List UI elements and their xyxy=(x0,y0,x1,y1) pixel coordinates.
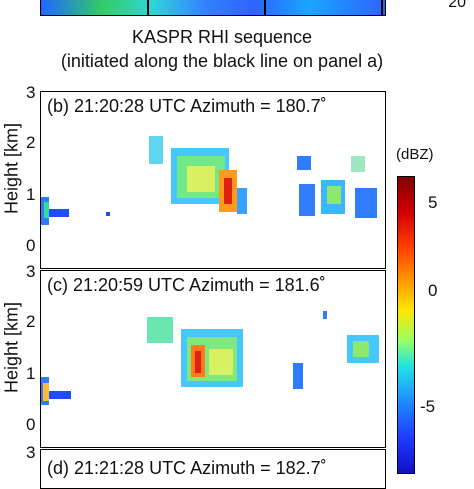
panel-c-title: (c) 21:20:59 UTC Azimuth = 181.6˚ xyxy=(47,275,326,295)
panel-d: (d) 21:21:28 UTC Azimuth = 182.7˚ xyxy=(40,449,386,489)
panel-a-divider-3 xyxy=(381,0,383,15)
panel-a-divider-2 xyxy=(264,0,266,15)
panel-b-echo-left xyxy=(41,197,110,225)
panel-c-ytick-2: 2 xyxy=(26,312,36,331)
caption-line-1: KASPR RHI sequence xyxy=(131,27,313,47)
panel-b-ylabel: Height [km] xyxy=(1,122,22,215)
colorbar-title: (dBZ) xyxy=(396,146,434,163)
caption-line-2: (initiated along the black line on panel… xyxy=(60,51,384,71)
panel-c-ytick-1: 1 xyxy=(26,364,36,383)
panel-b-ytick-2: 2 xyxy=(26,133,36,152)
panel-d-ytick-3: 3 xyxy=(26,443,36,462)
panel-c-ylabel: Height [km] xyxy=(1,301,22,394)
panel-c-ytick-0: 0 xyxy=(26,415,36,434)
panel-c-echo-left xyxy=(41,377,71,405)
panel-a-colorbar-tick: 20 xyxy=(448,0,466,11)
panel-b: (b) 21:20:28 UTC Azimuth = 180.7˚ xyxy=(40,91,386,269)
colorbar xyxy=(397,176,415,474)
panel-c-echo-right xyxy=(293,311,379,389)
colorbar-tick-minus5: -5 xyxy=(420,397,436,416)
panel-c: (c) 21:20:59 UTC Azimuth = 181.6˚ xyxy=(40,270,386,448)
panel-b-title: (b) 21:20:28 UTC Azimuth = 180.7˚ xyxy=(47,96,327,116)
colorbar-tick-5: 5 xyxy=(428,193,438,212)
panel-c-echo-main xyxy=(147,317,243,387)
panel-b-echo-main xyxy=(149,136,247,214)
panel-d-title: (d) 21:21:28 UTC Azimuth = 182.7˚ xyxy=(47,458,327,478)
panel-b-echo-right xyxy=(297,156,377,218)
panel-b-ytick-0: 0 xyxy=(26,236,36,255)
panel-c-ytick-3: 3 xyxy=(26,262,36,281)
panel-a-divider-1 xyxy=(147,0,149,15)
panel-b-ytick-3: 3 xyxy=(26,83,36,102)
panel-b-ytick-1: 1 xyxy=(26,185,36,204)
colorbar-tick-0: 0 xyxy=(428,281,438,300)
panel-a-image-strip xyxy=(40,0,386,16)
